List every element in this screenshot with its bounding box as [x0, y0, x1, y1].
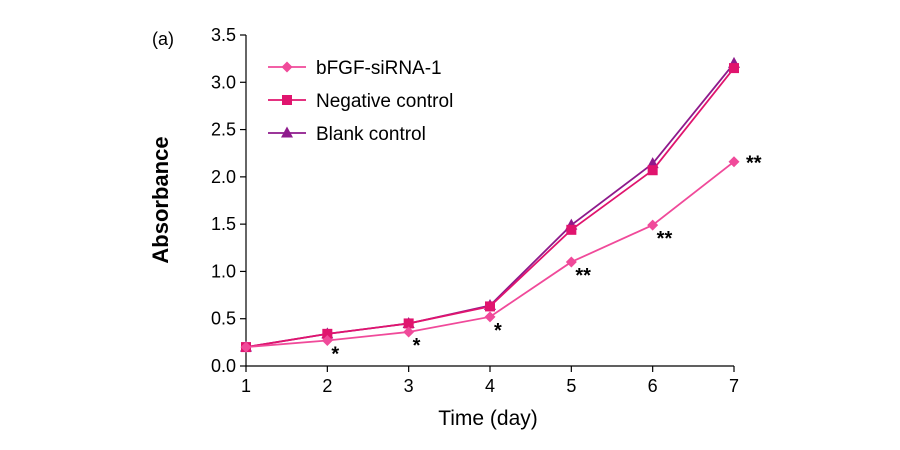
x-tick-label: 1	[241, 376, 251, 396]
legend-label: Blank control	[316, 124, 426, 145]
data-point	[647, 165, 658, 176]
series-bfgf-sirna-1	[240, 156, 740, 353]
legend-item: Blank control	[268, 124, 426, 145]
significance-marker: *	[331, 343, 339, 365]
legend-label: bFGF-siRNA-1	[316, 58, 442, 79]
data-point	[484, 311, 496, 323]
x-tick-label: 7	[729, 376, 739, 396]
data-point	[403, 318, 414, 329]
data-point	[566, 224, 577, 235]
y-tick-label: 3.0	[211, 72, 236, 92]
legend-label: Negative control	[316, 91, 453, 112]
series-layer	[240, 56, 740, 353]
data-point	[728, 156, 740, 168]
y-axis-title: Absorbance	[148, 136, 173, 263]
legend-marker	[282, 95, 292, 105]
data-point	[485, 301, 495, 312]
data-point	[403, 326, 415, 338]
axes: 0.0 0.5 1.0 1.5 2.0 2.5 3.0 3.5 1 2 3 4 5 6 7	[211, 25, 739, 396]
y-tick-label: 2.5	[211, 120, 236, 140]
data-point	[240, 341, 252, 353]
y-tick-label: 1.5	[211, 214, 236, 234]
data-point	[729, 63, 739, 74]
y-tick-label: 1.0	[211, 261, 236, 281]
data-point	[647, 219, 659, 231]
x-tick-label: 5	[566, 376, 576, 396]
x-axis-title: Time (day)	[438, 407, 538, 430]
x-tick-label: 4	[485, 376, 495, 396]
legend-marker	[281, 61, 293, 73]
significance-marker: *	[494, 320, 502, 342]
x-tick-label: 6	[648, 376, 658, 396]
significance-marker: **	[657, 228, 673, 250]
significance-annotations: * ********	[331, 153, 761, 366]
y-tick-label: 0.0	[211, 356, 236, 376]
significance-marker: **	[746, 153, 762, 175]
legend-item: Negative control	[268, 91, 453, 112]
data-point	[321, 334, 333, 346]
legend: bFGF-siRNA-1 Negative control Blank contro…	[268, 58, 453, 145]
legend-item: bFGF-siRNA-1	[268, 58, 442, 79]
significance-marker: *	[413, 335, 421, 357]
x-tick-label: 3	[404, 376, 414, 396]
x-tick-label: 2	[322, 376, 332, 396]
significance-marker: **	[575, 265, 591, 287]
data-point	[322, 328, 333, 339]
y-tick-label: 0.5	[211, 309, 236, 329]
y-tick-label: 3.5	[211, 25, 236, 45]
y-tick-label: 2.0	[211, 167, 236, 187]
legend-marker	[281, 126, 293, 138]
panel-label: (a)	[152, 29, 174, 49]
data-point	[565, 256, 577, 268]
